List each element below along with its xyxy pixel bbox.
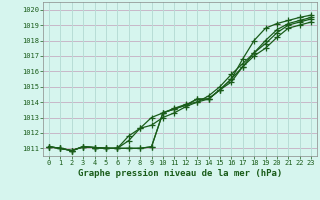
X-axis label: Graphe pression niveau de la mer (hPa): Graphe pression niveau de la mer (hPa) <box>78 169 282 178</box>
